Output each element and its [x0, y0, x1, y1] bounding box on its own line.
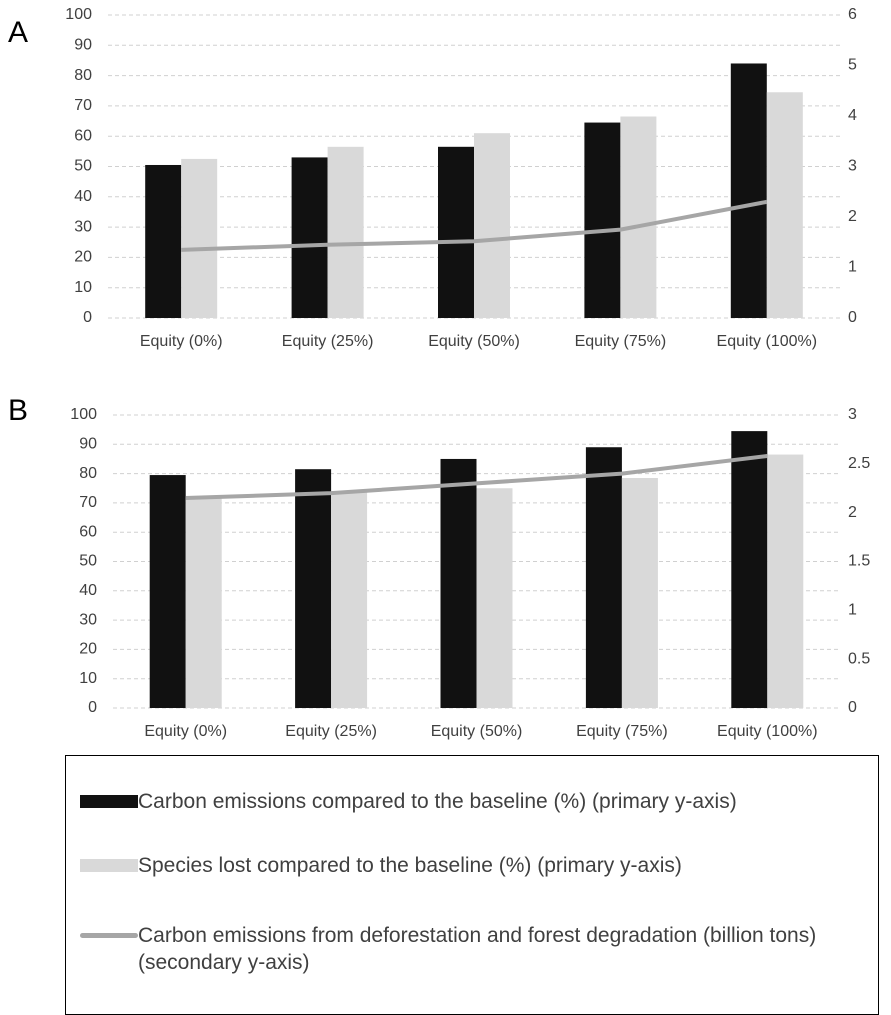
x-tick-label: Equity (25%)	[285, 723, 377, 740]
legend-entry: Carbon emissions from deforestation and …	[80, 922, 864, 976]
legend-label: Species lost compared to the baseline (%…	[138, 854, 682, 877]
bar	[476, 488, 513, 708]
x-tick-label: Equity (25%)	[282, 333, 374, 350]
y-tick-label: 90	[79, 436, 97, 453]
legend: Carbon emissions compared to the baselin…	[65, 755, 879, 1015]
y2-tick-label: 1	[848, 602, 857, 619]
line	[185, 454, 768, 501]
y-tick-label: 30	[79, 611, 97, 628]
line	[181, 199, 768, 252]
legend-swatch	[80, 859, 138, 872]
bar	[585, 447, 622, 708]
y-tick-label: 20	[79, 641, 97, 658]
x-tick-label: Equity (0%)	[140, 333, 223, 350]
legend-swatch	[80, 933, 138, 938]
x-tick-label: Equity (75%)	[575, 333, 667, 350]
y-tick-label: 80	[79, 465, 97, 482]
y-tick-label: 50	[79, 553, 97, 570]
x-tick-label: Equity (50%)	[431, 723, 523, 740]
y2-tick-label: 2	[848, 208, 857, 225]
y2-tick-label: 0.5	[848, 650, 870, 667]
y-tick-label: 0	[83, 309, 92, 326]
y-tick-label: 10	[74, 279, 92, 296]
bar	[295, 469, 332, 708]
y2-tick-label: 5	[848, 57, 857, 74]
legend-entry: Species lost compared to the baseline (%…	[80, 852, 864, 879]
y2-tick-label: 1.5	[848, 553, 870, 570]
x-tick-label: Equity (75%)	[576, 723, 668, 740]
bar	[620, 116, 657, 318]
legend-label: Carbon emissions from deforestation and …	[138, 924, 817, 974]
y-tick-label: 80	[74, 67, 92, 84]
y-tick-label: 10	[79, 670, 97, 687]
y2-tick-label: 2.5	[848, 455, 870, 472]
bar	[145, 164, 182, 318]
y-tick-label: 40	[79, 582, 97, 599]
bar	[331, 491, 368, 708]
y-tick-label: 70	[74, 97, 92, 114]
y2-tick-label: 3	[848, 406, 857, 423]
legend-entry: Carbon emissions compared to the baselin…	[80, 788, 864, 815]
y2-tick-label: 1	[848, 259, 857, 276]
x-tick-label: Equity (0%)	[144, 723, 227, 740]
x-tick-label: Equity (100%)	[717, 723, 818, 740]
y2-tick-label: 0	[848, 309, 857, 326]
y-tick-label: 70	[79, 494, 97, 511]
y-tick-label: 100	[70, 406, 97, 423]
bar	[731, 431, 768, 708]
bar	[440, 458, 477, 708]
y-tick-label: 0	[88, 699, 97, 716]
y-tick-label: 100	[65, 6, 92, 23]
y2-tick-label: 3	[848, 158, 857, 175]
y-tick-label: 40	[74, 188, 92, 205]
y2-tick-label: 2	[848, 504, 857, 521]
bar	[766, 92, 803, 318]
y2-tick-label: 4	[848, 107, 857, 124]
panel-label: B	[8, 394, 28, 427]
bar	[730, 63, 767, 319]
panel-label: A	[8, 16, 28, 49]
bar	[149, 475, 186, 708]
legend-swatch	[80, 795, 138, 808]
y-tick-label: 60	[74, 127, 92, 144]
y-tick-label: 60	[79, 523, 97, 540]
bar	[185, 497, 222, 708]
y-tick-label: 90	[74, 37, 92, 54]
bar	[767, 454, 804, 708]
y2-tick-label: 0	[848, 699, 857, 716]
bar	[291, 157, 328, 318]
bar	[621, 477, 658, 708]
y2-tick-label: 6	[848, 6, 857, 23]
y-tick-label: 30	[74, 218, 92, 235]
bar	[474, 133, 510, 318]
bar	[584, 122, 621, 318]
x-tick-label: Equity (100%)	[717, 333, 818, 350]
bar	[438, 146, 474, 318]
y-tick-label: 20	[74, 249, 92, 266]
legend-label: Carbon emissions compared to the baselin…	[138, 790, 737, 813]
y-tick-label: 50	[74, 158, 92, 175]
bar	[181, 158, 218, 318]
bar	[327, 146, 364, 318]
x-tick-label: Equity (50%)	[428, 333, 520, 350]
